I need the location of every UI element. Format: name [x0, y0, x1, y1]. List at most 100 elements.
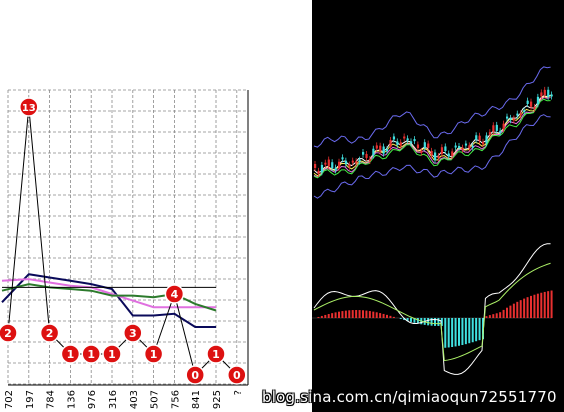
macd-bar: [399, 318, 402, 319]
candle-body: [392, 136, 396, 140]
macd-bar: [382, 313, 385, 318]
candle-body: [512, 118, 516, 121]
candle-body: [478, 135, 481, 141]
macd-bar: [434, 318, 436, 326]
chart-background: [312, 0, 564, 412]
candle-body: [410, 141, 413, 144]
macd-bar: [406, 318, 409, 321]
macd-bar: [444, 318, 447, 348]
candle-body: [495, 124, 498, 131]
candle-body: [437, 156, 440, 159]
candle-body: [485, 135, 488, 144]
count-marker: [60, 344, 81, 364]
macd-bar: [488, 315, 491, 318]
candle-body: [420, 150, 423, 153]
macd-bar: [509, 305, 512, 318]
candle-body: [464, 143, 468, 146]
macd-bar: [344, 310, 347, 318]
macd-bar: [454, 318, 457, 347]
candle-body: [550, 94, 553, 97]
candle-body: [434, 152, 437, 161]
candle-body: [365, 153, 368, 159]
candle-body: [523, 110, 526, 113]
count-label: 1: [212, 348, 220, 361]
macd-bar: [379, 313, 382, 318]
macd-bar: [331, 313, 334, 318]
count-marker: [143, 344, 164, 364]
macd-bar: [499, 312, 502, 318]
count-marker: [102, 344, 122, 364]
macd-bar: [430, 318, 433, 326]
x-tick-label: 136: [66, 390, 77, 409]
candle-body: [533, 106, 536, 109]
candle-body: [375, 145, 378, 149]
candle-body: [447, 153, 450, 157]
count-marker: [81, 344, 101, 364]
candle-body: [320, 164, 324, 173]
x-tick-label: 784: [46, 390, 57, 409]
candle-body: [488, 132, 492, 135]
candle-body: [351, 160, 354, 163]
macd-bar: [547, 291, 550, 318]
candle-body: [423, 142, 426, 149]
candle-body: [502, 123, 505, 130]
candle-body: [416, 144, 420, 149]
macd-bar: [495, 313, 498, 318]
count-label: 3: [129, 327, 137, 340]
macd-bar: [351, 310, 354, 318]
macd-bar: [523, 298, 526, 318]
count-label: 1: [150, 348, 158, 361]
macd-bar: [530, 295, 532, 318]
candle-body: [368, 158, 372, 161]
macd-bar: [348, 310, 351, 318]
macd-bar: [410, 318, 412, 322]
candle-body: [543, 89, 546, 96]
macd-bar: [451, 318, 454, 348]
macd-bar: [478, 318, 481, 341]
macd-bar: [327, 314, 330, 318]
count-marker: [164, 284, 185, 304]
candle-body: [355, 161, 358, 164]
macd-bar: [516, 301, 519, 318]
count-label: 0: [191, 369, 199, 382]
candle-body: [454, 145, 457, 148]
macd-bar: [386, 314, 388, 318]
macd-bar: [324, 314, 327, 318]
count-label: 1: [108, 348, 116, 361]
macd-bar: [427, 318, 430, 326]
macd-bar: [492, 314, 495, 318]
candle-body: [334, 167, 337, 171]
candle-body: [358, 159, 361, 162]
dea-line: [313, 262, 551, 362]
x-tick-label: 756: [170, 390, 181, 409]
candle-body: [471, 145, 474, 148]
candle-body: [430, 150, 433, 156]
x-tick-label: 316: [108, 390, 119, 409]
x-tick-label: 976: [87, 390, 98, 409]
macd-bar: [506, 307, 508, 318]
candle-body: [382, 146, 385, 154]
macd-bar: [338, 311, 340, 318]
macd-bar: [372, 311, 375, 318]
candle-body: [386, 149, 389, 152]
macd-bar: [392, 316, 395, 318]
candle-body: [547, 89, 550, 97]
macd-bar: [536, 293, 539, 318]
count-marker: [123, 323, 143, 343]
macd-bar: [368, 311, 371, 318]
macd-bar: [440, 318, 443, 326]
candle-body: [506, 116, 509, 119]
candle-body: [526, 100, 529, 104]
macd-bar: [416, 318, 419, 324]
candle-body: [458, 146, 461, 149]
macd-bar: [437, 318, 440, 326]
candle-body: [362, 152, 365, 155]
moving-average-line: [313, 98, 551, 179]
macd-bar: [375, 312, 378, 318]
macd-bar: [365, 310, 368, 318]
x-tick-label: ?: [233, 390, 244, 395]
lower-band: [313, 114, 551, 199]
x-tick-label: 197: [25, 390, 36, 409]
